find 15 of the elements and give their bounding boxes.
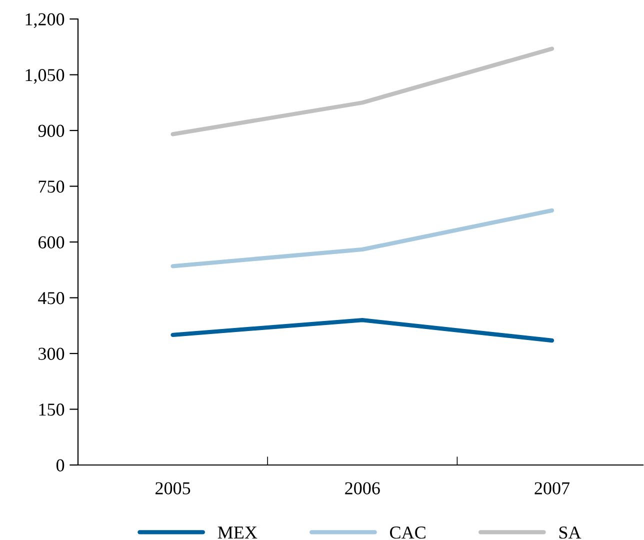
y-tick-label: 1,050: [26, 69, 64, 84]
legend-label: MEX: [218, 526, 258, 538]
x-tick-label: 2006: [345, 482, 380, 494]
legend-label: CAC: [390, 526, 426, 539]
y-tick-label: 900: [38, 124, 64, 137]
y-tick-label: 150: [39, 404, 64, 416]
y-tick-label: 600: [38, 236, 64, 248]
y-tick-label: 750: [38, 180, 64, 193]
x-tick-label: 2007: [534, 482, 570, 494]
legend-label: SA: [559, 526, 582, 539]
y-tick-label: 450: [38, 292, 64, 304]
y-tick-label: 300: [38, 348, 64, 360]
x-tick-label: 2005: [156, 482, 190, 494]
y-tick-label: 0: [56, 459, 64, 472]
y-tick-label: 1,200: [26, 13, 64, 28]
